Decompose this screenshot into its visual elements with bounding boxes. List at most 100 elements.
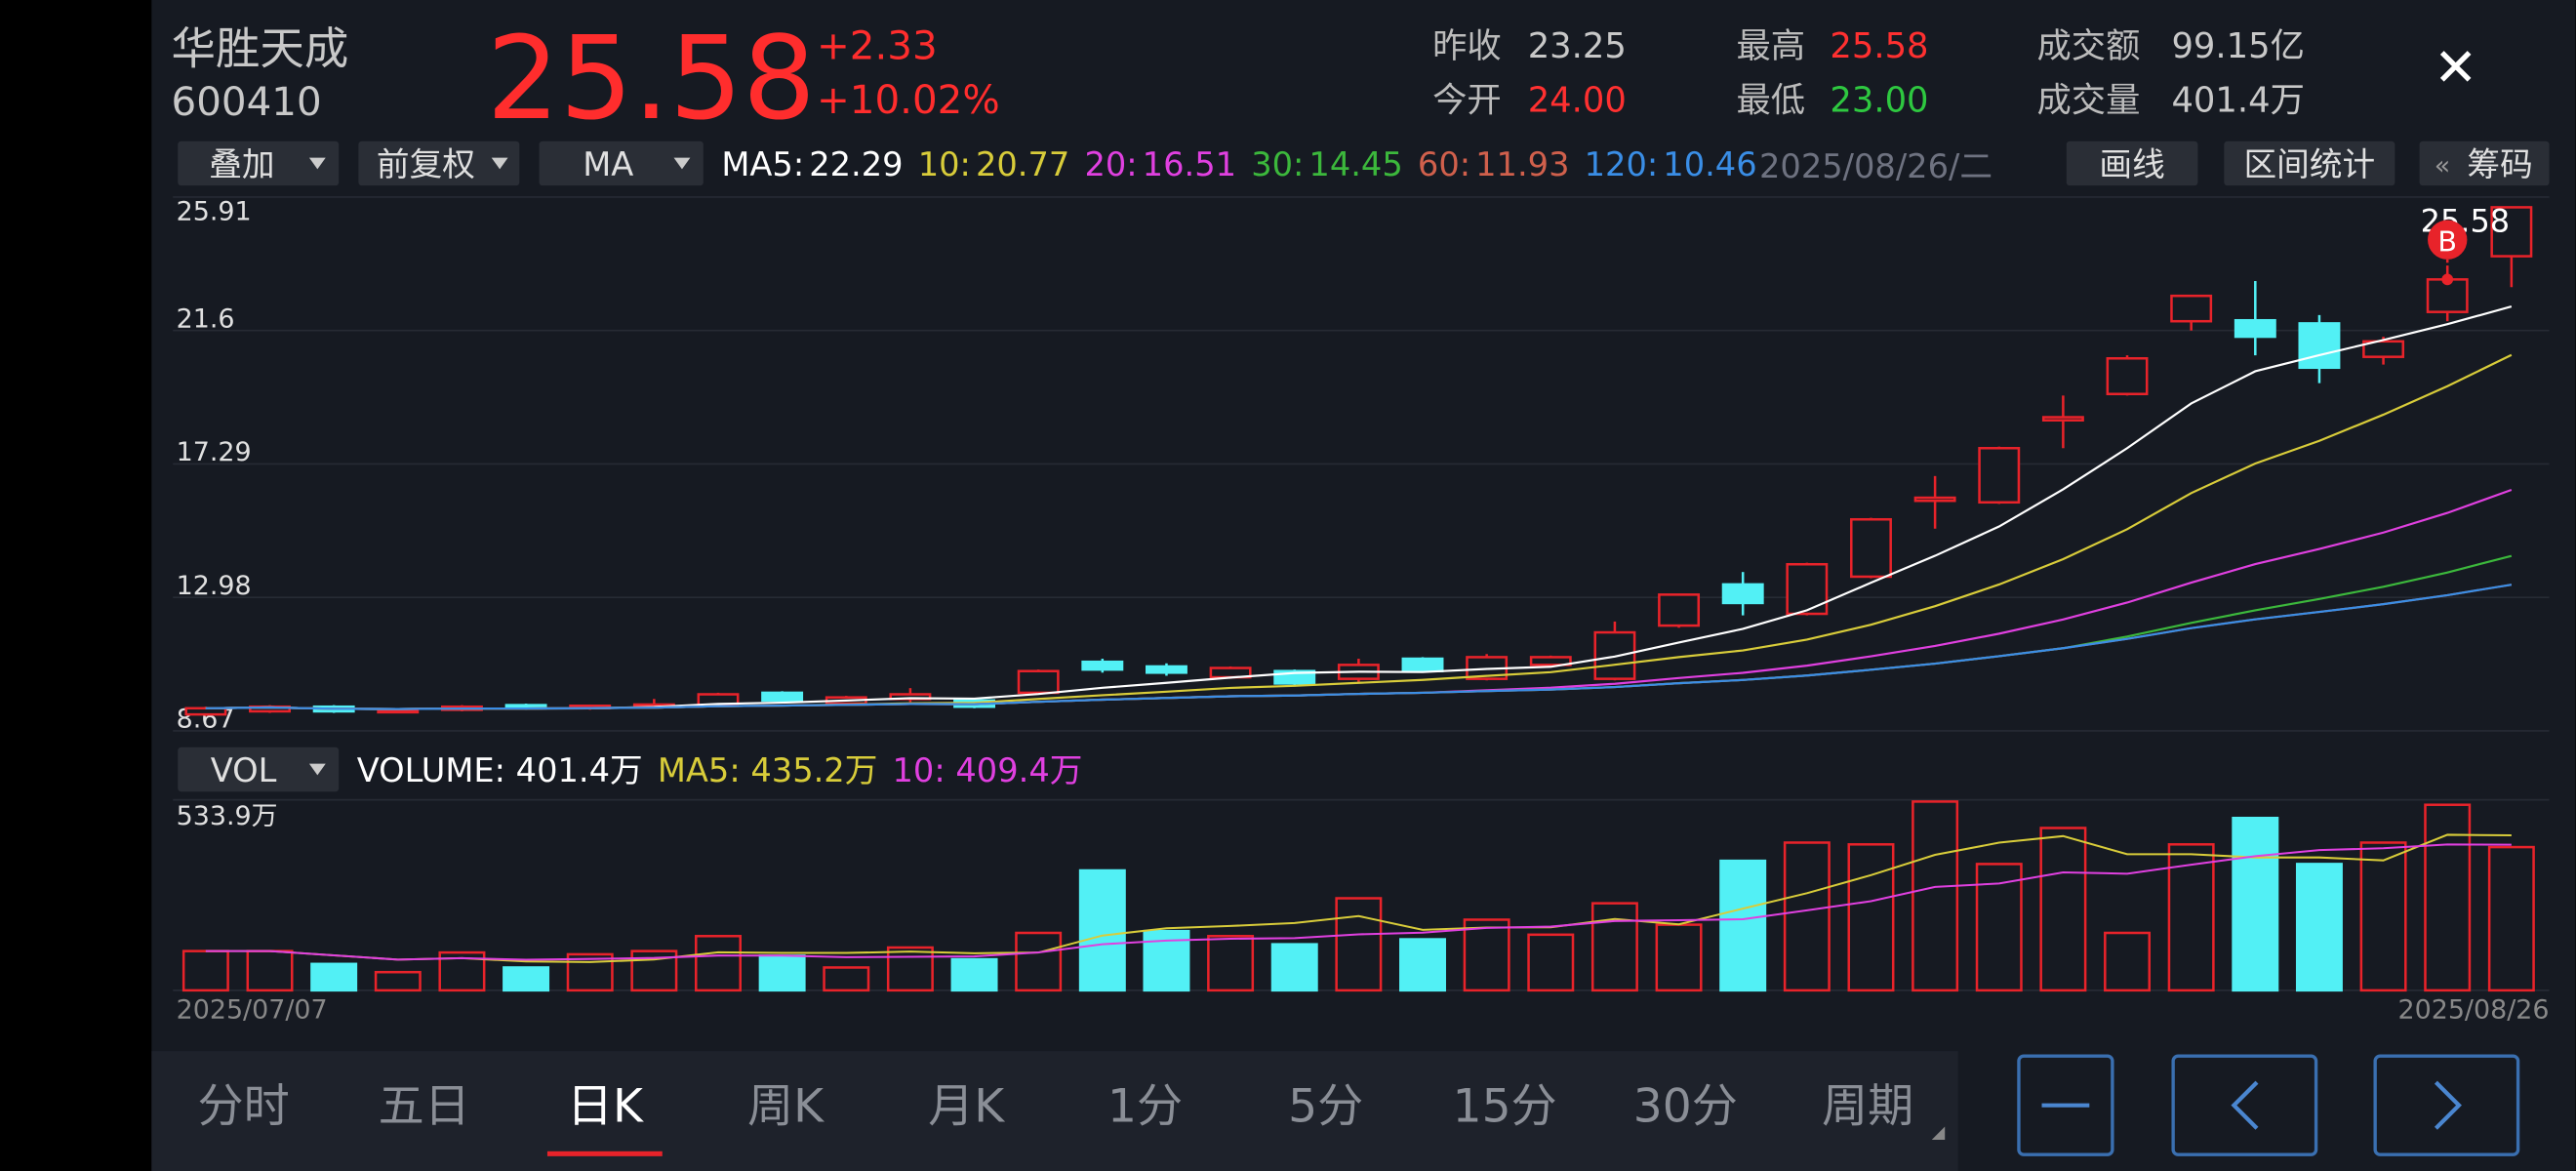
stock-name: 华胜天成 [172, 23, 349, 75]
ma-legend-value: 16.51 [1143, 145, 1236, 183]
candle-body [761, 691, 804, 703]
volume-bar [1270, 943, 1318, 992]
ma-legend-label: 10: [918, 145, 971, 183]
right-icon [2434, 1080, 2462, 1130]
volume-bar [758, 954, 806, 992]
volume-bar [1847, 843, 1895, 992]
dropdown-arrow [308, 763, 326, 776]
candle-body [2362, 340, 2405, 358]
ma-legend-value: 14.45 [1308, 145, 1402, 183]
stock-code: 600410 [172, 79, 322, 125]
volume-bar [823, 966, 870, 992]
x-tick-label: 2025/07/07 [177, 994, 328, 1025]
button-prefix: « [2435, 150, 2450, 181]
volume-legend-item: VOLUME: 401.4万 [357, 751, 643, 789]
dropdown-arrow [673, 157, 691, 170]
dropdown-label: 叠加 [209, 145, 274, 183]
ma-legend-value: 22.29 [809, 145, 903, 183]
minus-button[interactable] [2017, 1054, 2114, 1156]
volume-legend-item: 10: 409.4万 [893, 751, 1083, 789]
chips-button[interactable]: « 筹码 [2419, 141, 2550, 186]
period-tab[interactable]: 月K [928, 1080, 1005, 1134]
signal-dot [2441, 273, 2454, 286]
active-tab-underline [546, 1151, 663, 1156]
stat-label: 最低 [1736, 80, 1805, 120]
overlay-dropdown[interactable]: 叠加 [178, 141, 340, 186]
volume-bar [2359, 841, 2407, 992]
volume-bar [566, 952, 614, 992]
period-tab[interactable]: 1分 [1107, 1080, 1183, 1134]
candle-body [2106, 357, 2149, 396]
price: 25.58 [487, 12, 816, 145]
dropdown-box [178, 747, 340, 792]
dropdown-label: VOL [211, 751, 277, 789]
volume-legend-item: MA5: 435.2万 [658, 751, 878, 789]
candle-body [1658, 593, 1701, 627]
stat-label: 最高 [1736, 26, 1805, 66]
stat-value: 23.00 [1830, 80, 1928, 120]
dropdown-label: 前复权 [377, 145, 475, 183]
candle-body [377, 708, 420, 714]
vol-dropdown[interactable]: VOL [178, 747, 340, 792]
ma-legend-label: 20: [1084, 145, 1137, 183]
candle-body [2170, 294, 2213, 323]
volume-bar [1912, 800, 1959, 992]
period-tab[interactable]: 五日 [379, 1080, 470, 1134]
button-box [2066, 141, 2198, 186]
button-box [2419, 141, 2550, 186]
candle-body [2298, 322, 2341, 370]
dropdown-box [178, 141, 340, 186]
candle-body [184, 707, 227, 716]
period-tab[interactable]: 周K [747, 1080, 825, 1134]
ma-legend-label: 60: [1418, 145, 1470, 183]
candle-body [1721, 583, 1764, 605]
period-tab[interactable]: 周期 [1822, 1080, 1913, 1134]
volume-bar [1207, 935, 1255, 992]
period-tab[interactable]: 分时 [197, 1080, 289, 1134]
dropdown-box [539, 141, 704, 186]
left-icon [2231, 1080, 2259, 1130]
volume-bar [695, 935, 742, 992]
next-button[interactable] [2373, 1054, 2520, 1156]
stat-label: 成交额 [2036, 26, 2140, 66]
volume-bar [1335, 897, 1383, 992]
button-box [2373, 1054, 2520, 1156]
volume-bar [886, 946, 934, 992]
candle-body [2234, 318, 2276, 339]
volume-bar [1015, 931, 1063, 992]
range-button[interactable]: 区间统计 [2224, 141, 2395, 186]
ma-legend-label: 120: [1585, 145, 1659, 183]
period-tab[interactable]: 日K [567, 1080, 644, 1134]
stat-value: 99.15亿 [2171, 26, 2304, 66]
volume-bar [310, 962, 358, 992]
period-tab[interactable]: 15分 [1453, 1080, 1557, 1134]
y-tick-label: 21.6 [177, 303, 235, 334]
candle-body [1017, 669, 1060, 695]
change: +2.33 [817, 23, 938, 69]
adjust-dropdown[interactable]: 前复权 [358, 141, 520, 186]
stat-value: 23.25 [1528, 26, 1627, 66]
draw-button[interactable]: 画线 [2066, 141, 2198, 186]
stat-label: 成交量 [2036, 80, 2140, 120]
period-tab[interactable]: 30分 [1633, 1080, 1738, 1134]
volume-bar [950, 957, 998, 992]
close-button[interactable]: ✕ [2434, 37, 2477, 99]
volume-bar [2104, 931, 2152, 992]
volume-bar [1975, 863, 2023, 992]
indicator-dropdown[interactable]: MA [539, 141, 704, 186]
volume-bar [2487, 845, 2535, 992]
prev-button[interactable] [2171, 1054, 2318, 1156]
ma-legend-label: 30: [1251, 145, 1304, 183]
period-tab[interactable]: 5分 [1288, 1080, 1363, 1134]
volume-bar [2167, 843, 2215, 992]
candle-body [1913, 496, 1956, 503]
tab-bar [151, 1051, 1958, 1171]
stat-value: 401.4万 [2171, 80, 2304, 120]
volume-bar [630, 949, 678, 992]
change-pct: +10.02% [817, 77, 1000, 123]
stat-value: 25.58 [1830, 26, 1928, 66]
candle-body [1529, 656, 1572, 666]
dropdown-arrow [491, 157, 508, 170]
button-label: 筹码 [2467, 145, 2532, 183]
